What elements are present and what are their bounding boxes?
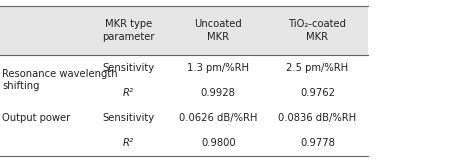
- Bar: [0, 6, 368, 55]
- Text: 0.9928: 0.9928: [201, 88, 236, 98]
- Text: R²: R²: [123, 138, 134, 148]
- Text: TiO₂-coated
MKR: TiO₂-coated MKR: [288, 19, 346, 42]
- Text: 0.0836 dB/%RH: 0.0836 dB/%RH: [278, 113, 356, 123]
- Text: Resonance wavelength
shifting: Resonance wavelength shifting: [2, 69, 118, 91]
- Text: Uncoated
MKR: Uncoated MKR: [194, 19, 242, 42]
- Text: 0.9778: 0.9778: [300, 138, 335, 148]
- Text: R²: R²: [123, 88, 134, 98]
- Text: 0.9762: 0.9762: [300, 88, 335, 98]
- Text: Sensitivity: Sensitivity: [102, 113, 155, 123]
- Text: 1.3 pm/%RH: 1.3 pm/%RH: [187, 63, 249, 73]
- Text: Sensitivity: Sensitivity: [102, 63, 155, 73]
- Text: 0.9800: 0.9800: [201, 138, 236, 148]
- Text: 0.0626 dB/%RH: 0.0626 dB/%RH: [179, 113, 258, 123]
- Text: Output power: Output power: [2, 113, 71, 123]
- Text: MKR type
parameter: MKR type parameter: [102, 19, 155, 42]
- Text: 2.5 pm/%RH: 2.5 pm/%RH: [287, 63, 348, 73]
